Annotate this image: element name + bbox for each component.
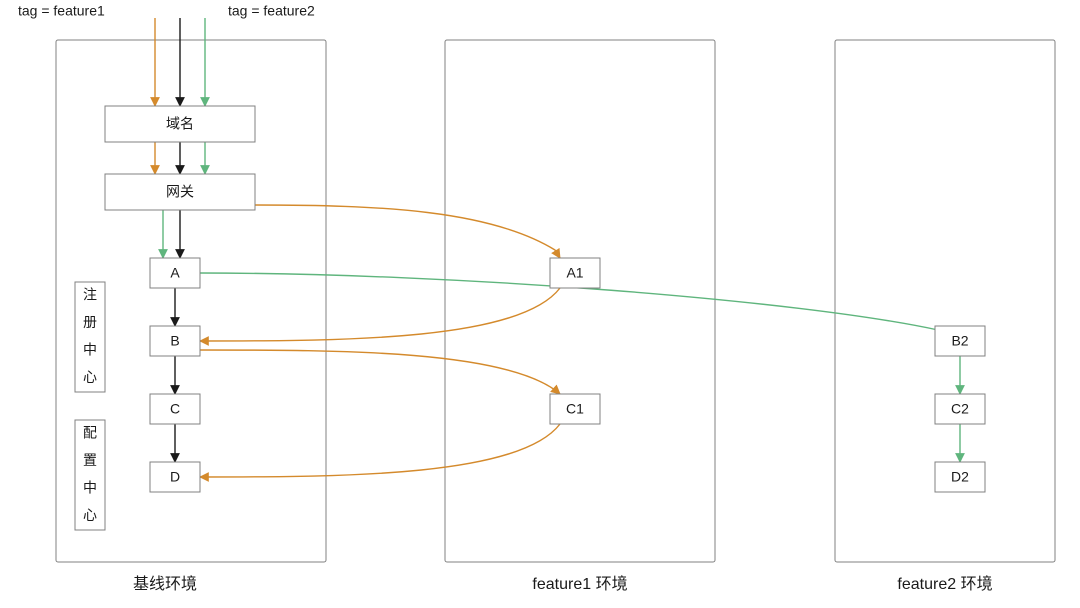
node-label-D: D [170, 469, 180, 485]
architecture-diagram: 基线环境feature1 环境feature2 环境注册中心配置中心域名网关AB… [0, 0, 1080, 608]
vbox-config-char-0: 配 [83, 424, 97, 440]
tag-label-feature2: tag = feature2 [228, 3, 315, 19]
vbox-registry-char-2: 中 [83, 341, 97, 357]
node-label-B: B [170, 333, 179, 349]
vbox-registry-char-1: 册 [83, 314, 97, 330]
vbox-registry-char-3: 心 [83, 369, 97, 385]
vbox-config-char-2: 中 [83, 479, 97, 495]
node-label-C: C [170, 401, 180, 417]
container-label-feature1: feature1 环境 [532, 574, 627, 593]
node-label-A1: A1 [566, 265, 583, 281]
edge-12 [200, 288, 560, 341]
node-label-gateway: 网关 [166, 184, 194, 200]
edge-14 [200, 424, 560, 477]
node-label-domain: 域名 [166, 116, 194, 132]
container-label-feature2: feature2 环境 [897, 574, 992, 593]
node-label-D2: D2 [951, 469, 969, 485]
node-label-C1: C1 [566, 401, 584, 417]
vbox-config-char-3: 心 [83, 507, 97, 523]
vbox-config-char-1: 置 [83, 452, 97, 468]
edge-13 [200, 350, 560, 394]
vbox-registry-char-0: 注 [83, 286, 97, 302]
container-feature1 [445, 40, 715, 562]
tag-label-feature1: tag = feature1 [18, 3, 105, 19]
node-label-A: A [170, 265, 180, 281]
container-label-baseline: 基线环境 [133, 574, 197, 593]
edge-11 [255, 205, 560, 258]
node-label-B2: B2 [951, 333, 968, 349]
node-label-C2: C2 [951, 401, 969, 417]
